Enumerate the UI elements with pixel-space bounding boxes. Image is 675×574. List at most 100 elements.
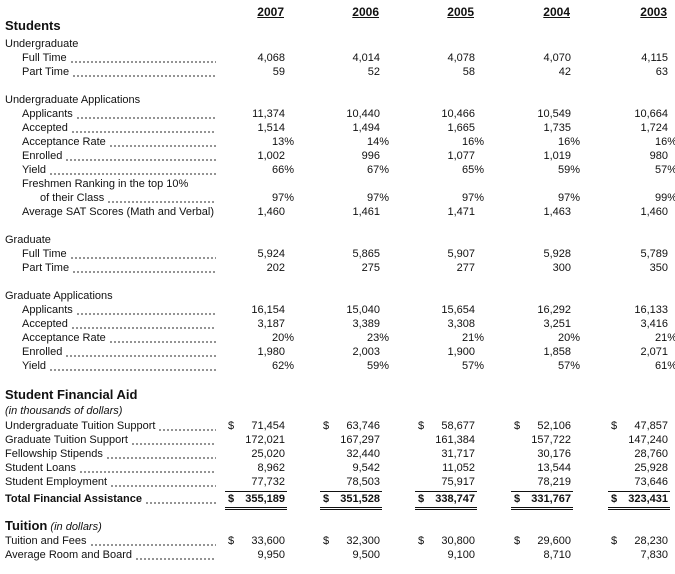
cell-value: 97% xyxy=(271,192,294,204)
dot-leader xyxy=(72,261,216,275)
cell-value: 1,002 xyxy=(257,150,285,162)
cell-value: 21% xyxy=(654,332,675,344)
label-text: Enrolled xyxy=(22,346,63,358)
dot-leader xyxy=(158,419,216,433)
label-text: Student Employment xyxy=(5,476,108,488)
cell-value: 97% xyxy=(557,192,580,204)
cell-value: 20% xyxy=(271,332,294,344)
label-text: Acceptance Rate xyxy=(22,136,106,148)
cell-value: 16,154 xyxy=(251,304,285,316)
dot-leader xyxy=(65,345,216,359)
cell-value: 300 xyxy=(552,262,571,274)
cell-value: 15,654 xyxy=(441,304,475,316)
cell-value: 1,858 xyxy=(543,346,571,358)
cell-value: 1,724 xyxy=(640,122,668,134)
cell-value: 5,928 xyxy=(543,248,571,260)
rule xyxy=(415,491,477,492)
currency-sign: $ xyxy=(323,493,330,505)
row-label: Full Time xyxy=(22,247,216,261)
row-label: of their Class xyxy=(40,191,216,205)
row-label: Enrolled xyxy=(22,149,216,163)
label-text: Graduate Tuition Support xyxy=(5,434,128,446)
dot-leader xyxy=(70,317,216,331)
row-label: Applicants xyxy=(22,303,216,317)
currency-sign: $ xyxy=(611,420,618,432)
cell-value: 58 xyxy=(462,66,475,78)
row-label: Accepted xyxy=(22,317,216,331)
cell-value: 11,374 xyxy=(252,108,285,120)
cell-value: 3,416 xyxy=(640,318,668,330)
cell-value: 63 xyxy=(655,66,668,78)
cell-value: 16% xyxy=(654,136,675,148)
cell-value: 10,664 xyxy=(634,108,668,120)
row-label: Tuition and Fees xyxy=(5,534,216,548)
cell-value: 4,115 xyxy=(641,52,668,64)
cell-value: 66% xyxy=(271,164,294,176)
group-title: Graduate xyxy=(5,234,51,246)
label-text: Tuition and Fees xyxy=(5,535,87,547)
cell-value: 13% xyxy=(271,136,294,148)
cell-value: 42 xyxy=(558,66,571,78)
cell-value: 78,503 xyxy=(346,476,380,488)
cell-value: 15,040 xyxy=(346,304,380,316)
rule xyxy=(320,491,382,492)
dot-leader xyxy=(75,303,216,317)
row-label: Total Financial Assistance xyxy=(5,492,216,506)
double-rule xyxy=(415,507,477,508)
row-label: Acceptance Rate xyxy=(22,331,216,345)
cell-value: 25,928 xyxy=(634,462,668,474)
cell-value: 14% xyxy=(366,136,389,148)
currency-sign: $ xyxy=(611,535,618,547)
cell-value: 11,052 xyxy=(442,462,475,474)
cell-value: 9,100 xyxy=(447,549,475,561)
currency-sign: $ xyxy=(418,535,425,547)
double-rule xyxy=(225,509,287,510)
year-header: 2006 xyxy=(352,5,379,19)
section-title: Students xyxy=(5,18,61,33)
label-text: Average SAT Scores (Math and Verbal) xyxy=(22,206,214,218)
cell-value: 202 xyxy=(266,262,285,274)
dot-leader xyxy=(69,51,216,65)
cell-value: 16,292 xyxy=(537,304,571,316)
dot-leader xyxy=(135,548,216,562)
cell-value: 16% xyxy=(557,136,580,148)
dot-leader xyxy=(75,107,216,121)
dot-leader xyxy=(89,534,216,548)
dot-leader xyxy=(49,163,216,177)
double-rule xyxy=(320,507,382,508)
label-text: Part Time xyxy=(22,66,70,78)
label-text: Enrolled xyxy=(22,150,63,162)
cell-value: 4,014 xyxy=(352,52,380,64)
label-text: Undergraduate Tuition Support xyxy=(5,420,156,432)
cell-value: 61% xyxy=(654,360,675,372)
currency-sign: $ xyxy=(514,493,521,505)
label-text: Freshmen Ranking in the top 10% xyxy=(22,178,189,190)
cell-value: 1,460 xyxy=(257,206,285,218)
group-title: Graduate Applications xyxy=(5,290,113,302)
double-rule xyxy=(320,509,382,510)
double-rule xyxy=(608,507,670,508)
rule xyxy=(511,491,573,492)
cell-value: 23% xyxy=(366,332,389,344)
row-label: Enrolled xyxy=(22,345,216,359)
cell-value: 9,500 xyxy=(352,549,380,561)
rule xyxy=(608,491,670,492)
cell-value: 275 xyxy=(361,262,380,274)
row-label: Acceptance Rate xyxy=(22,135,216,149)
cell-value: 172,021 xyxy=(245,434,285,446)
label-text: Yield xyxy=(22,164,47,176)
cell-value: 1,665 xyxy=(447,122,475,134)
cell-value: 2,003 xyxy=(352,346,380,358)
cell-value: 10,440 xyxy=(346,108,380,120)
cell-value: 1,735 xyxy=(543,122,571,134)
row-label: Yield xyxy=(22,359,216,373)
row-label: Freshmen Ranking in the top 10% xyxy=(22,177,216,191)
cell-value: 97% xyxy=(366,192,389,204)
year-header: 2003 xyxy=(640,5,667,19)
dot-leader xyxy=(108,331,216,345)
label-text: Accepted xyxy=(22,318,68,330)
cell-value: 59% xyxy=(366,360,389,372)
cell-value: 32,300 xyxy=(346,535,380,547)
cell-value: 8,710 xyxy=(543,549,571,561)
